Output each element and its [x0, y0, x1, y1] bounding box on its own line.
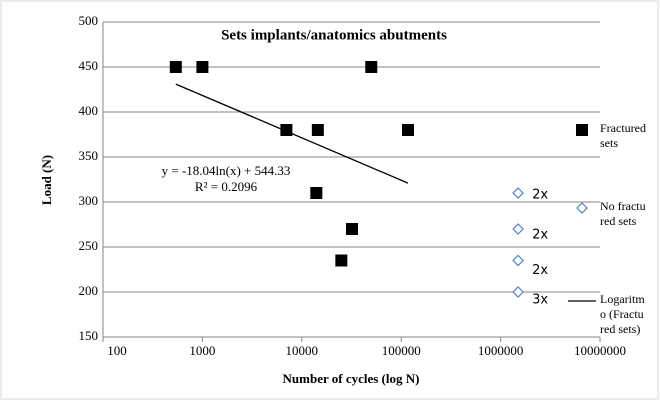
equation: y = -18.04ln(x) + 544.33 [162, 163, 291, 178]
point-annotation: 2x [532, 263, 548, 278]
y-tick-label: 450 [79, 58, 99, 73]
x-tick-label: 1000 [189, 343, 215, 358]
data-point [169, 61, 182, 73]
y-tick-label: 200 [79, 283, 99, 298]
r-squared: R² = 0.2096 [195, 179, 258, 194]
legend-label: Logaritmo (Fractured sets) [600, 292, 645, 336]
data-point [311, 124, 324, 136]
data-point [365, 61, 378, 73]
x-tick-label: 100000 [382, 343, 421, 358]
chart-title: Sets implants/anatomics abutments [221, 27, 447, 43]
x-tick-label: 10000 [286, 343, 319, 358]
legend-label: Fractured sets [600, 121, 646, 150]
data-point [310, 187, 323, 199]
legend-label: No fractured sets [600, 199, 646, 228]
x-axis-label: Number of cycles (log N) [283, 371, 420, 386]
data-point [346, 223, 359, 235]
y-tick-label: 150 [79, 328, 99, 343]
y-axis-label: Load (N) [39, 155, 54, 205]
data-point [401, 124, 414, 136]
legend-marker [576, 202, 588, 214]
x-tick-label: 1000000 [478, 343, 524, 358]
y-tick-label: 400 [79, 103, 99, 118]
point-annotation: 2x [532, 228, 548, 243]
data-point [512, 187, 524, 199]
y-tick-label: 350 [79, 148, 99, 163]
data-point [335, 254, 348, 267]
x-tick-label: 10000000 [574, 343, 626, 358]
y-tick-label: 300 [79, 193, 99, 208]
point-annotation: 2x [532, 188, 548, 203]
trend-line [175, 83, 409, 184]
data-point [512, 286, 524, 298]
legend-marker [576, 124, 588, 136]
data-point [196, 61, 209, 73]
y-tick-label: 500 [79, 13, 99, 28]
data-point [512, 223, 524, 235]
point-annotation: 3x [532, 293, 548, 308]
x-tick-label: 100 [107, 343, 127, 358]
y-tick-label: 250 [79, 238, 99, 253]
data-point [512, 254, 524, 267]
